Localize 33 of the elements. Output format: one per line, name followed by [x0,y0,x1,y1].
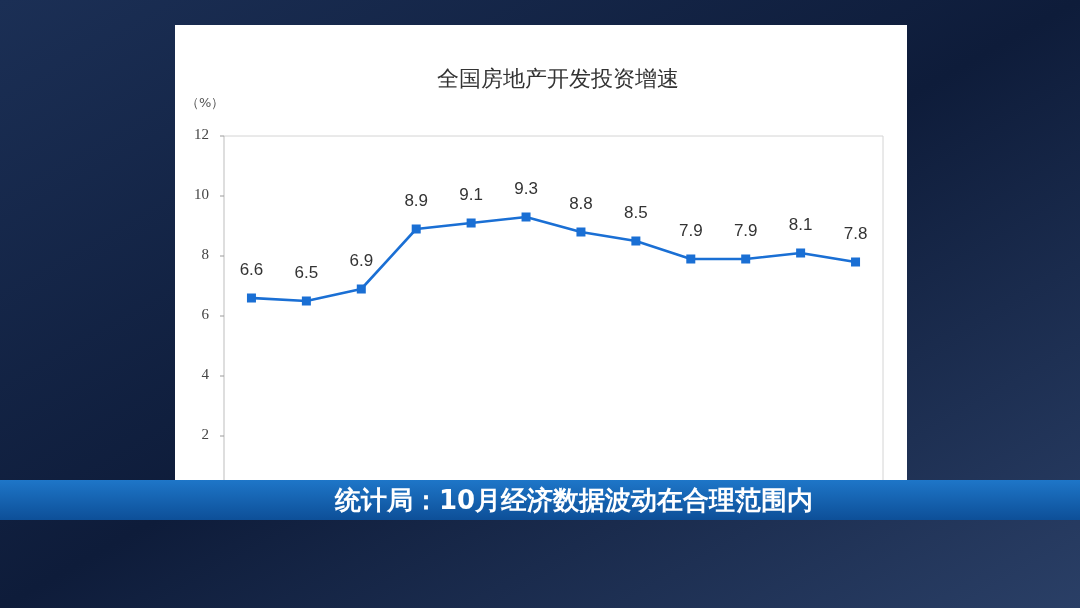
y-axis-title: （%） [186,94,225,110]
point [521,212,531,222]
point [631,236,641,246]
data-label: 9.3 [514,179,538,199]
point [466,218,476,228]
point [411,224,421,234]
data-label: 9.1 [459,185,483,205]
y-tick-label: 10 [194,186,209,203]
data-label: 8.9 [404,191,429,211]
point [851,257,861,267]
y-tick-label: 8 [201,246,209,263]
point [301,296,311,306]
point [686,254,696,264]
y-tick-label: 12 [194,126,209,143]
data-label: 8.1 [788,215,813,235]
data-label: 7.9 [678,221,703,241]
point [246,293,256,303]
data-label: 7.9 [733,221,758,241]
point [796,248,806,258]
data-label: 6.9 [349,251,374,271]
point [356,284,366,294]
point [576,227,586,237]
text: 统计局：10月经济数据波动在合理范围内 [334,484,814,515]
data-label: 6.5 [294,263,319,283]
data-label: 7.8 [843,224,868,244]
y-tick-label: 6 [201,306,210,323]
chart-title: 全国房地产开发投资增速 [437,66,679,91]
data-label: 6.6 [239,260,264,280]
data-label: 8.5 [624,203,648,223]
y-tick-label: 4 [201,366,210,383]
data-label: 8.8 [569,194,593,214]
y-tick-label: 2 [201,426,209,443]
point [741,254,751,264]
